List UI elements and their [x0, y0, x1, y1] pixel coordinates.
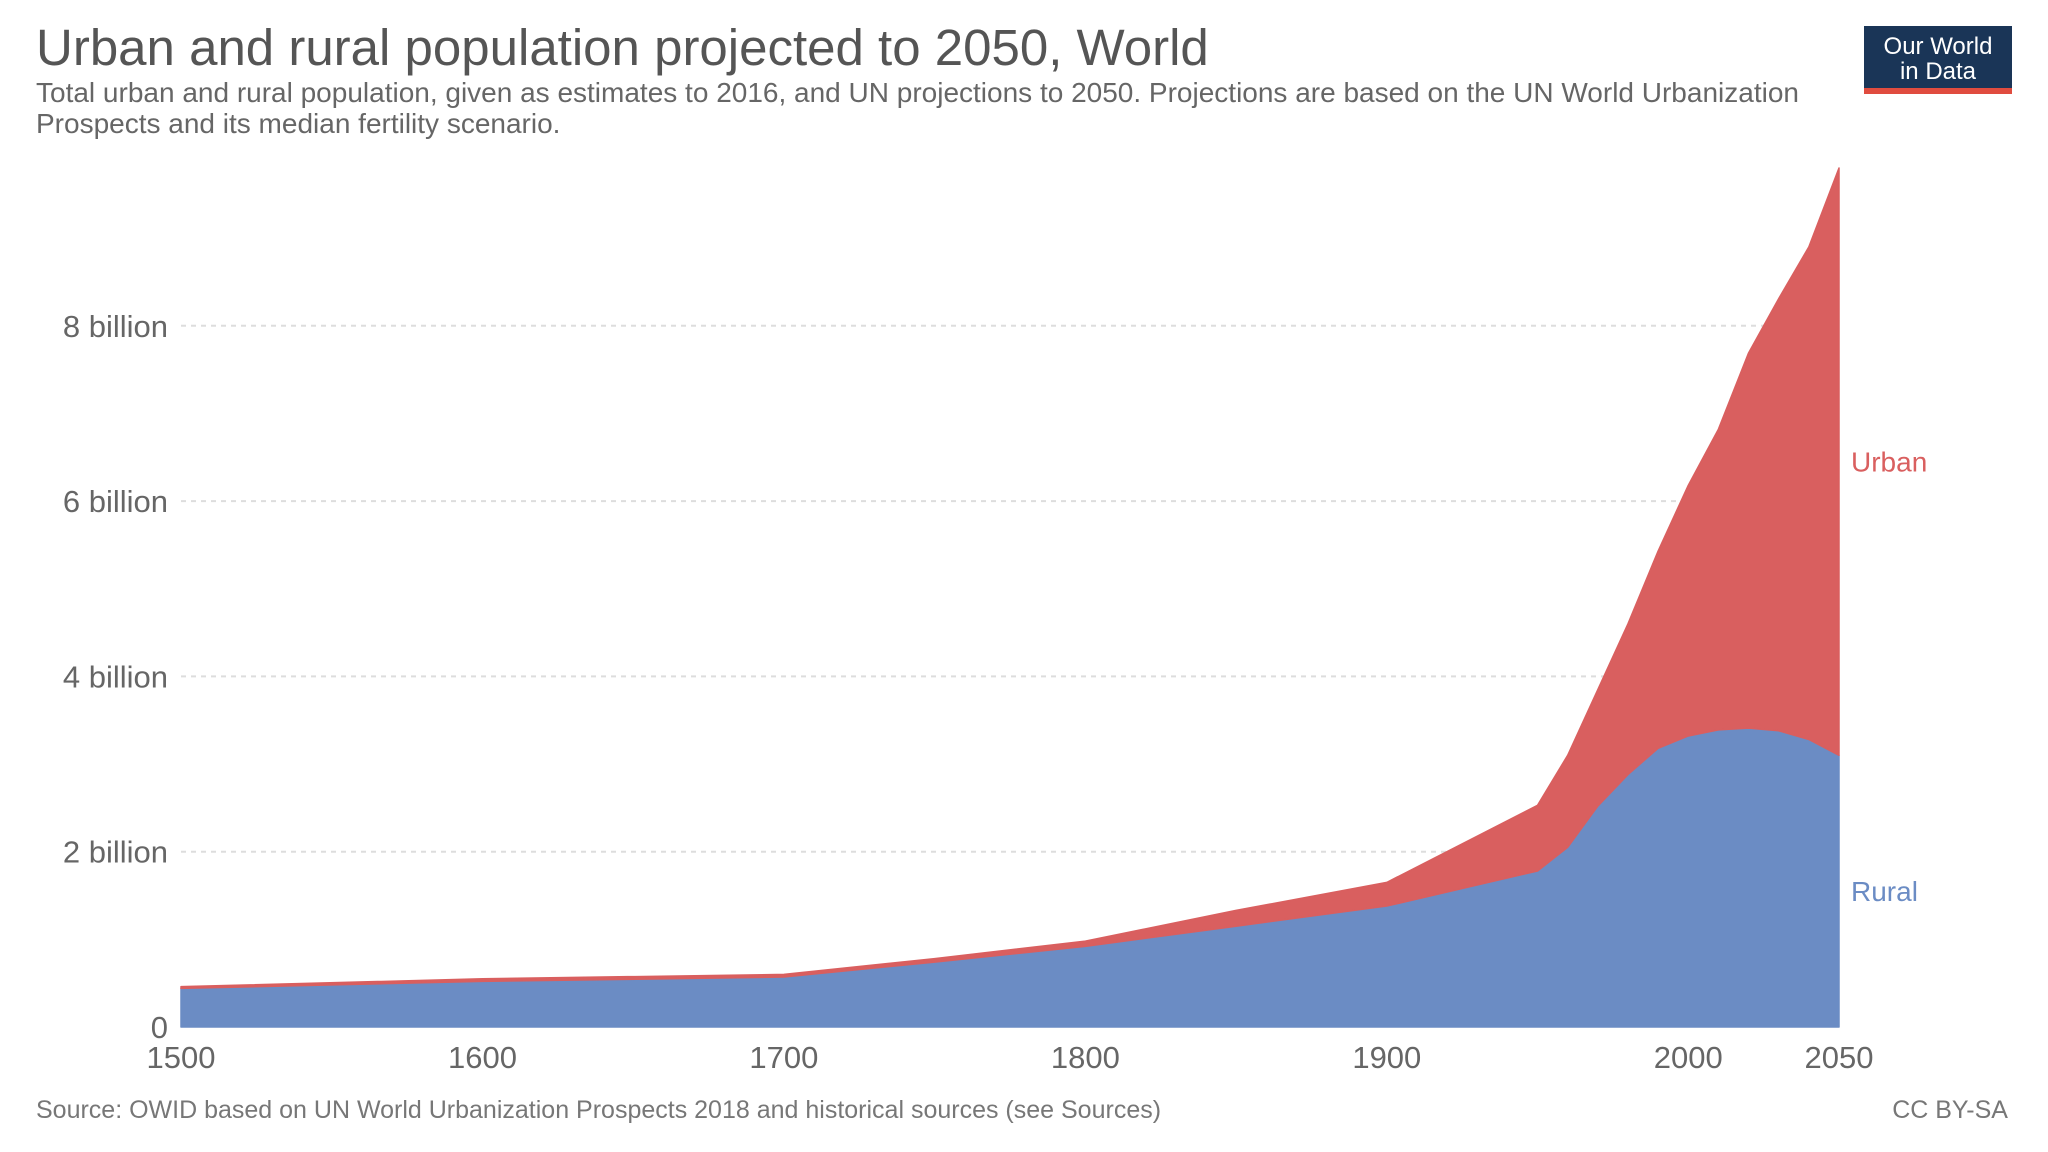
y-tick-label: 8 billion — [63, 309, 168, 344]
y-tick-label: 6 billion — [63, 484, 168, 519]
x-tick-label: 1700 — [749, 1040, 818, 1075]
y-tick-label: 0 — [151, 1010, 168, 1045]
x-tick-label: 1600 — [448, 1040, 517, 1075]
logo-line-2: in Data — [1899, 58, 1977, 85]
x-axis-labels: 1500 1600 1700 1800 1900 2000 2050 — [147, 1040, 1874, 1075]
chart-areas — [180, 167, 1840, 1028]
y-tick-label: 2 billion — [63, 835, 168, 870]
logo-line-1: Our World — [1883, 33, 1993, 60]
source-note: Source: OWID based on UN World Urbanizat… — [36, 1096, 1162, 1124]
owid-logo[interactable]: Our World in Data — [1864, 26, 2012, 94]
x-tick-label: 2050 — [1805, 1040, 1874, 1075]
x-tick-label: 1900 — [1352, 1040, 1421, 1075]
series-label-urban: Urban — [1851, 447, 1927, 478]
x-tick-label: 1800 — [1051, 1040, 1120, 1075]
chart-title: Urban and rural population projected to … — [36, 19, 1209, 76]
y-axis-labels: 0 2 billion 4 billion 6 billion 8 billion — [63, 309, 168, 1045]
x-tick-label: 1500 — [147, 1040, 216, 1075]
x-tick-label: 2000 — [1654, 1040, 1723, 1075]
y-tick-label: 4 billion — [63, 659, 168, 694]
license-link[interactable]: CC BY-SA — [1892, 1096, 2008, 1124]
area-urban[interactable] — [180, 167, 1840, 990]
series-label-rural: Rural — [1851, 876, 1918, 907]
chart-subtitle: Total urban and rural population, given … — [36, 77, 1799, 139]
series-labels: Rural Urban — [1851, 447, 1927, 908]
